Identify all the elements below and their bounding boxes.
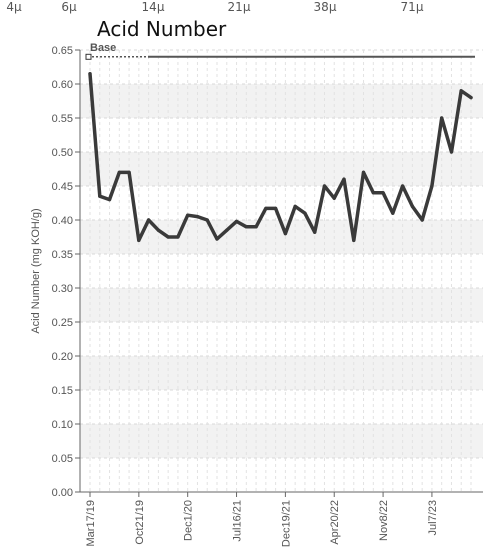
data-point: [420, 218, 424, 222]
data-point: [313, 230, 317, 234]
top-axis: 4μ 6μ 14μ 21μ 38μ 71μ: [0, 0, 503, 18]
x-tick-label: Nov8/22: [378, 500, 390, 541]
data-point: [88, 72, 92, 76]
y-tick-label: 0.45: [52, 181, 73, 193]
data-point: [283, 232, 287, 236]
data-point: [244, 225, 248, 229]
x-tick-label: Mar17/19: [85, 500, 97, 546]
data-point: [459, 89, 463, 93]
x-tick-label: Apr20/22: [329, 500, 341, 545]
data-point: [195, 215, 200, 219]
data-point: [264, 206, 268, 211]
data-point: [107, 198, 112, 202]
y-tick-label: 0.40: [52, 215, 73, 227]
data-point: [410, 204, 414, 208]
data-point: [215, 237, 219, 241]
base-label: Base: [90, 42, 116, 54]
data-point: [147, 218, 151, 222]
y-tick-label: 0.00: [52, 487, 73, 499]
y-tick-label: 0.20: [52, 351, 73, 363]
data-point: [225, 228, 229, 232]
y-tick-label: 0.25: [52, 317, 73, 329]
y-tick-label: 0.05: [52, 453, 73, 465]
y-tick-label: 0.15: [52, 385, 73, 397]
grid-band: [80, 424, 483, 458]
x-tick-label: Oct21/19: [134, 500, 146, 545]
data-point: [234, 219, 239, 223]
y-tick-label: 0.30: [52, 283, 73, 295]
data-point: [440, 116, 444, 120]
data-point: [137, 238, 141, 242]
data-point: [98, 194, 102, 198]
data-point: [176, 235, 180, 239]
x-tick-label: Jul16/21: [232, 500, 244, 542]
y-tick-label: 0.55: [52, 113, 73, 125]
data-point: [371, 191, 375, 195]
y-tick-label: 0.10: [52, 419, 73, 431]
data-point: [401, 184, 405, 188]
grid-band: [80, 356, 483, 390]
data-point: [322, 184, 327, 188]
data-point: [361, 170, 366, 174]
y-axis-label: Acid Number (mg KOH/g): [30, 208, 42, 333]
data-point: [127, 170, 131, 174]
data-point: [469, 96, 473, 100]
x-tick-label: Dec1/20: [183, 500, 195, 541]
top-axis-tick: 4μ: [6, 0, 22, 14]
data-point: [166, 235, 170, 239]
top-axis-tick: 71μ: [400, 0, 424, 14]
data-point: [254, 225, 258, 229]
data-point: [332, 196, 336, 200]
chart-title: Acid Number: [97, 17, 227, 41]
data-point: [391, 211, 395, 215]
grid-band: [80, 288, 483, 322]
data-point: [342, 177, 346, 181]
top-axis-tick: 14μ: [141, 0, 165, 14]
y-tick-label: 0.60: [52, 79, 73, 91]
data-point: [117, 170, 121, 174]
data-point: [274, 206, 278, 211]
x-tick-label: Jul7/23: [427, 500, 439, 535]
data-point: [293, 204, 297, 208]
y-tick-label: 0.35: [52, 249, 73, 261]
y-tick-label: 0.50: [52, 147, 73, 159]
data-point: [156, 228, 160, 232]
base-marker: [85, 53, 92, 60]
data-point: [303, 211, 307, 215]
data-point: [352, 238, 356, 242]
grid-band: [80, 152, 483, 186]
data-point: [430, 184, 434, 188]
x-tick-label: Dec19/21: [280, 500, 292, 547]
data-point: [186, 213, 190, 217]
data-point: [381, 191, 385, 195]
grid-band: [80, 84, 483, 118]
top-axis-tick: 6μ: [61, 0, 77, 14]
acid-number-series-line: [88, 72, 473, 243]
data-point: [449, 150, 454, 154]
top-axis-tick: 38μ: [313, 0, 337, 14]
y-tick-label: 0.65: [52, 45, 73, 57]
top-axis-tick: 21μ: [227, 0, 251, 14]
data-point: [205, 218, 209, 222]
